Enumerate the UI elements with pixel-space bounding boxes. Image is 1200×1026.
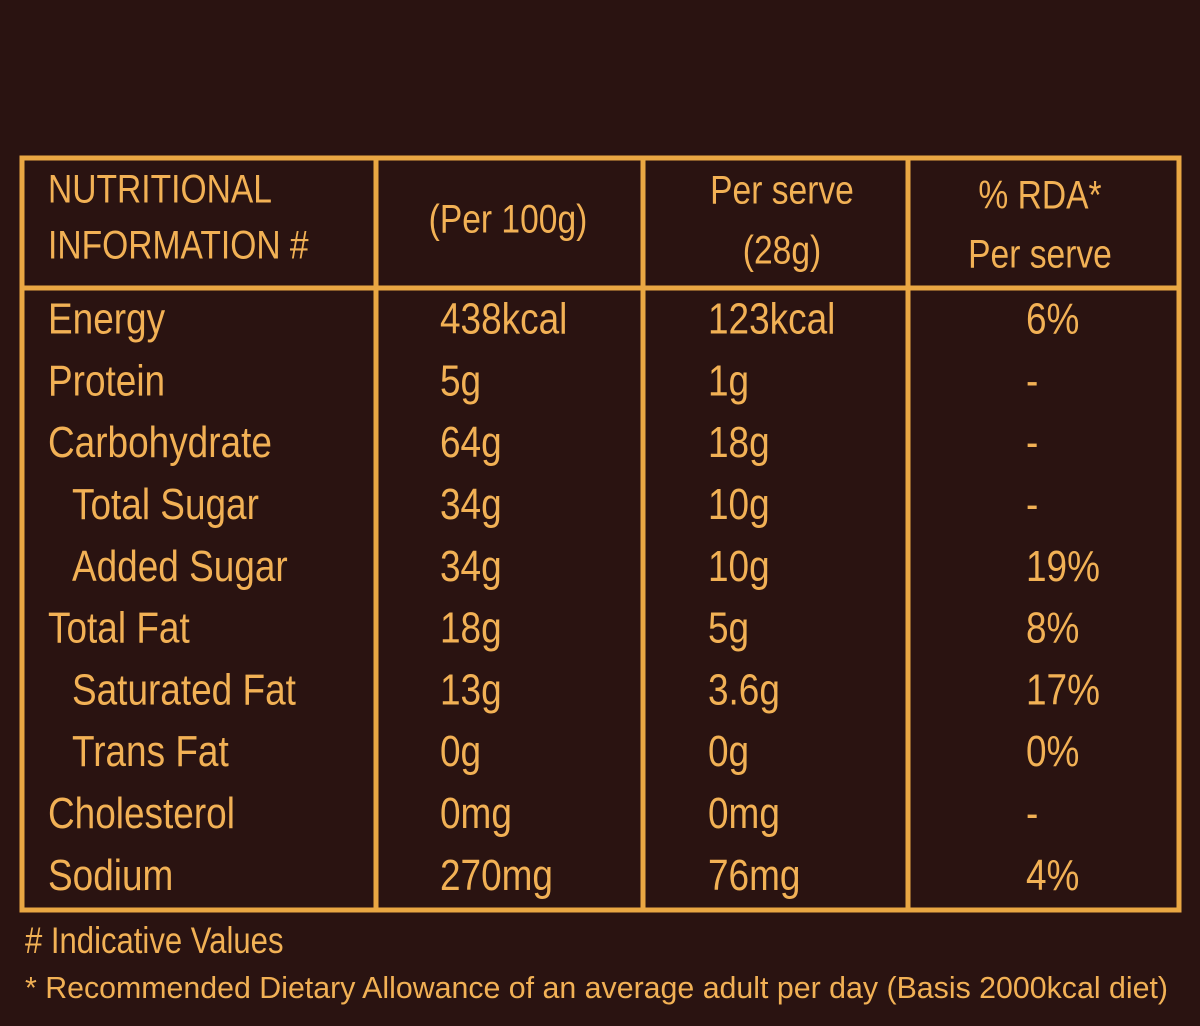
- nutrient-value: 34g: [440, 541, 502, 591]
- nutrient-value: 4%: [1026, 850, 1079, 900]
- nutrient-value: -: [1026, 355, 1038, 405]
- nutrient-value: 19%: [1026, 541, 1100, 591]
- nutrient-value: -: [1026, 788, 1038, 838]
- nutrient-label: Sodium: [48, 850, 173, 900]
- nutrient-value: 34g: [440, 479, 502, 529]
- nutrient-label: Trans Fat: [72, 726, 229, 776]
- header-cell: (28g): [743, 228, 821, 272]
- nutrient-value: 8%: [1026, 603, 1079, 653]
- nutrient-value: 6%: [1026, 294, 1079, 344]
- nutrient-value: 3.6g: [708, 664, 780, 714]
- nutrient-label: Carbohydrate: [48, 417, 272, 467]
- table-border: [19, 155, 1182, 913]
- nutrient-value: 438kcal: [440, 294, 567, 344]
- nutrient-value: 17%: [1026, 664, 1100, 714]
- header-cell: INFORMATION #: [48, 223, 309, 267]
- nutrient-value: 0%: [1026, 726, 1079, 776]
- nutrient-label: Total Sugar: [72, 479, 259, 529]
- nutrient-value: 13g: [440, 664, 502, 714]
- nutrient-value: -: [1026, 417, 1038, 467]
- nutrient-value: 10g: [708, 479, 770, 529]
- footnote: * Recommended Dietary Allowance of an av…: [25, 971, 1168, 1006]
- nutrient-value: 18g: [440, 603, 502, 653]
- nutrient-value: 0g: [440, 726, 481, 776]
- nutrient-value: 76mg: [708, 850, 800, 900]
- nutrient-value: 0mg: [708, 788, 780, 838]
- nutrient-value: 0mg: [440, 788, 512, 838]
- footnote: # Indicative Values: [25, 920, 284, 961]
- nutrient-label: Cholesterol: [48, 788, 235, 838]
- header-cell: (Per 100g): [429, 197, 588, 241]
- nutrient-value: 270mg: [440, 850, 553, 900]
- nutrient-value: 64g: [440, 417, 502, 467]
- nutrient-value: 10g: [708, 541, 770, 591]
- nutrient-value: 5g: [440, 355, 481, 405]
- nutrient-label: Saturated Fat: [72, 664, 296, 714]
- nutrient-label: Energy: [48, 294, 166, 344]
- header-cell: Per serve: [968, 232, 1112, 276]
- header-cell: % RDA*: [978, 173, 1101, 217]
- header-cell: NUTRITIONAL: [48, 167, 272, 211]
- nutrient-label: Protein: [48, 355, 165, 405]
- nutrient-value: 0g: [708, 726, 749, 776]
- nutrient-value: 5g: [708, 603, 749, 653]
- nutrient-value: 123kcal: [708, 294, 835, 344]
- header-cell: Per serve: [710, 168, 854, 212]
- nutrient-value: 18g: [708, 417, 770, 467]
- nutrient-label: Total Fat: [48, 603, 190, 653]
- nutrient-label: Added Sugar: [72, 541, 288, 591]
- nutrient-value: 1g: [708, 355, 749, 405]
- nutrient-value: -: [1026, 479, 1038, 529]
